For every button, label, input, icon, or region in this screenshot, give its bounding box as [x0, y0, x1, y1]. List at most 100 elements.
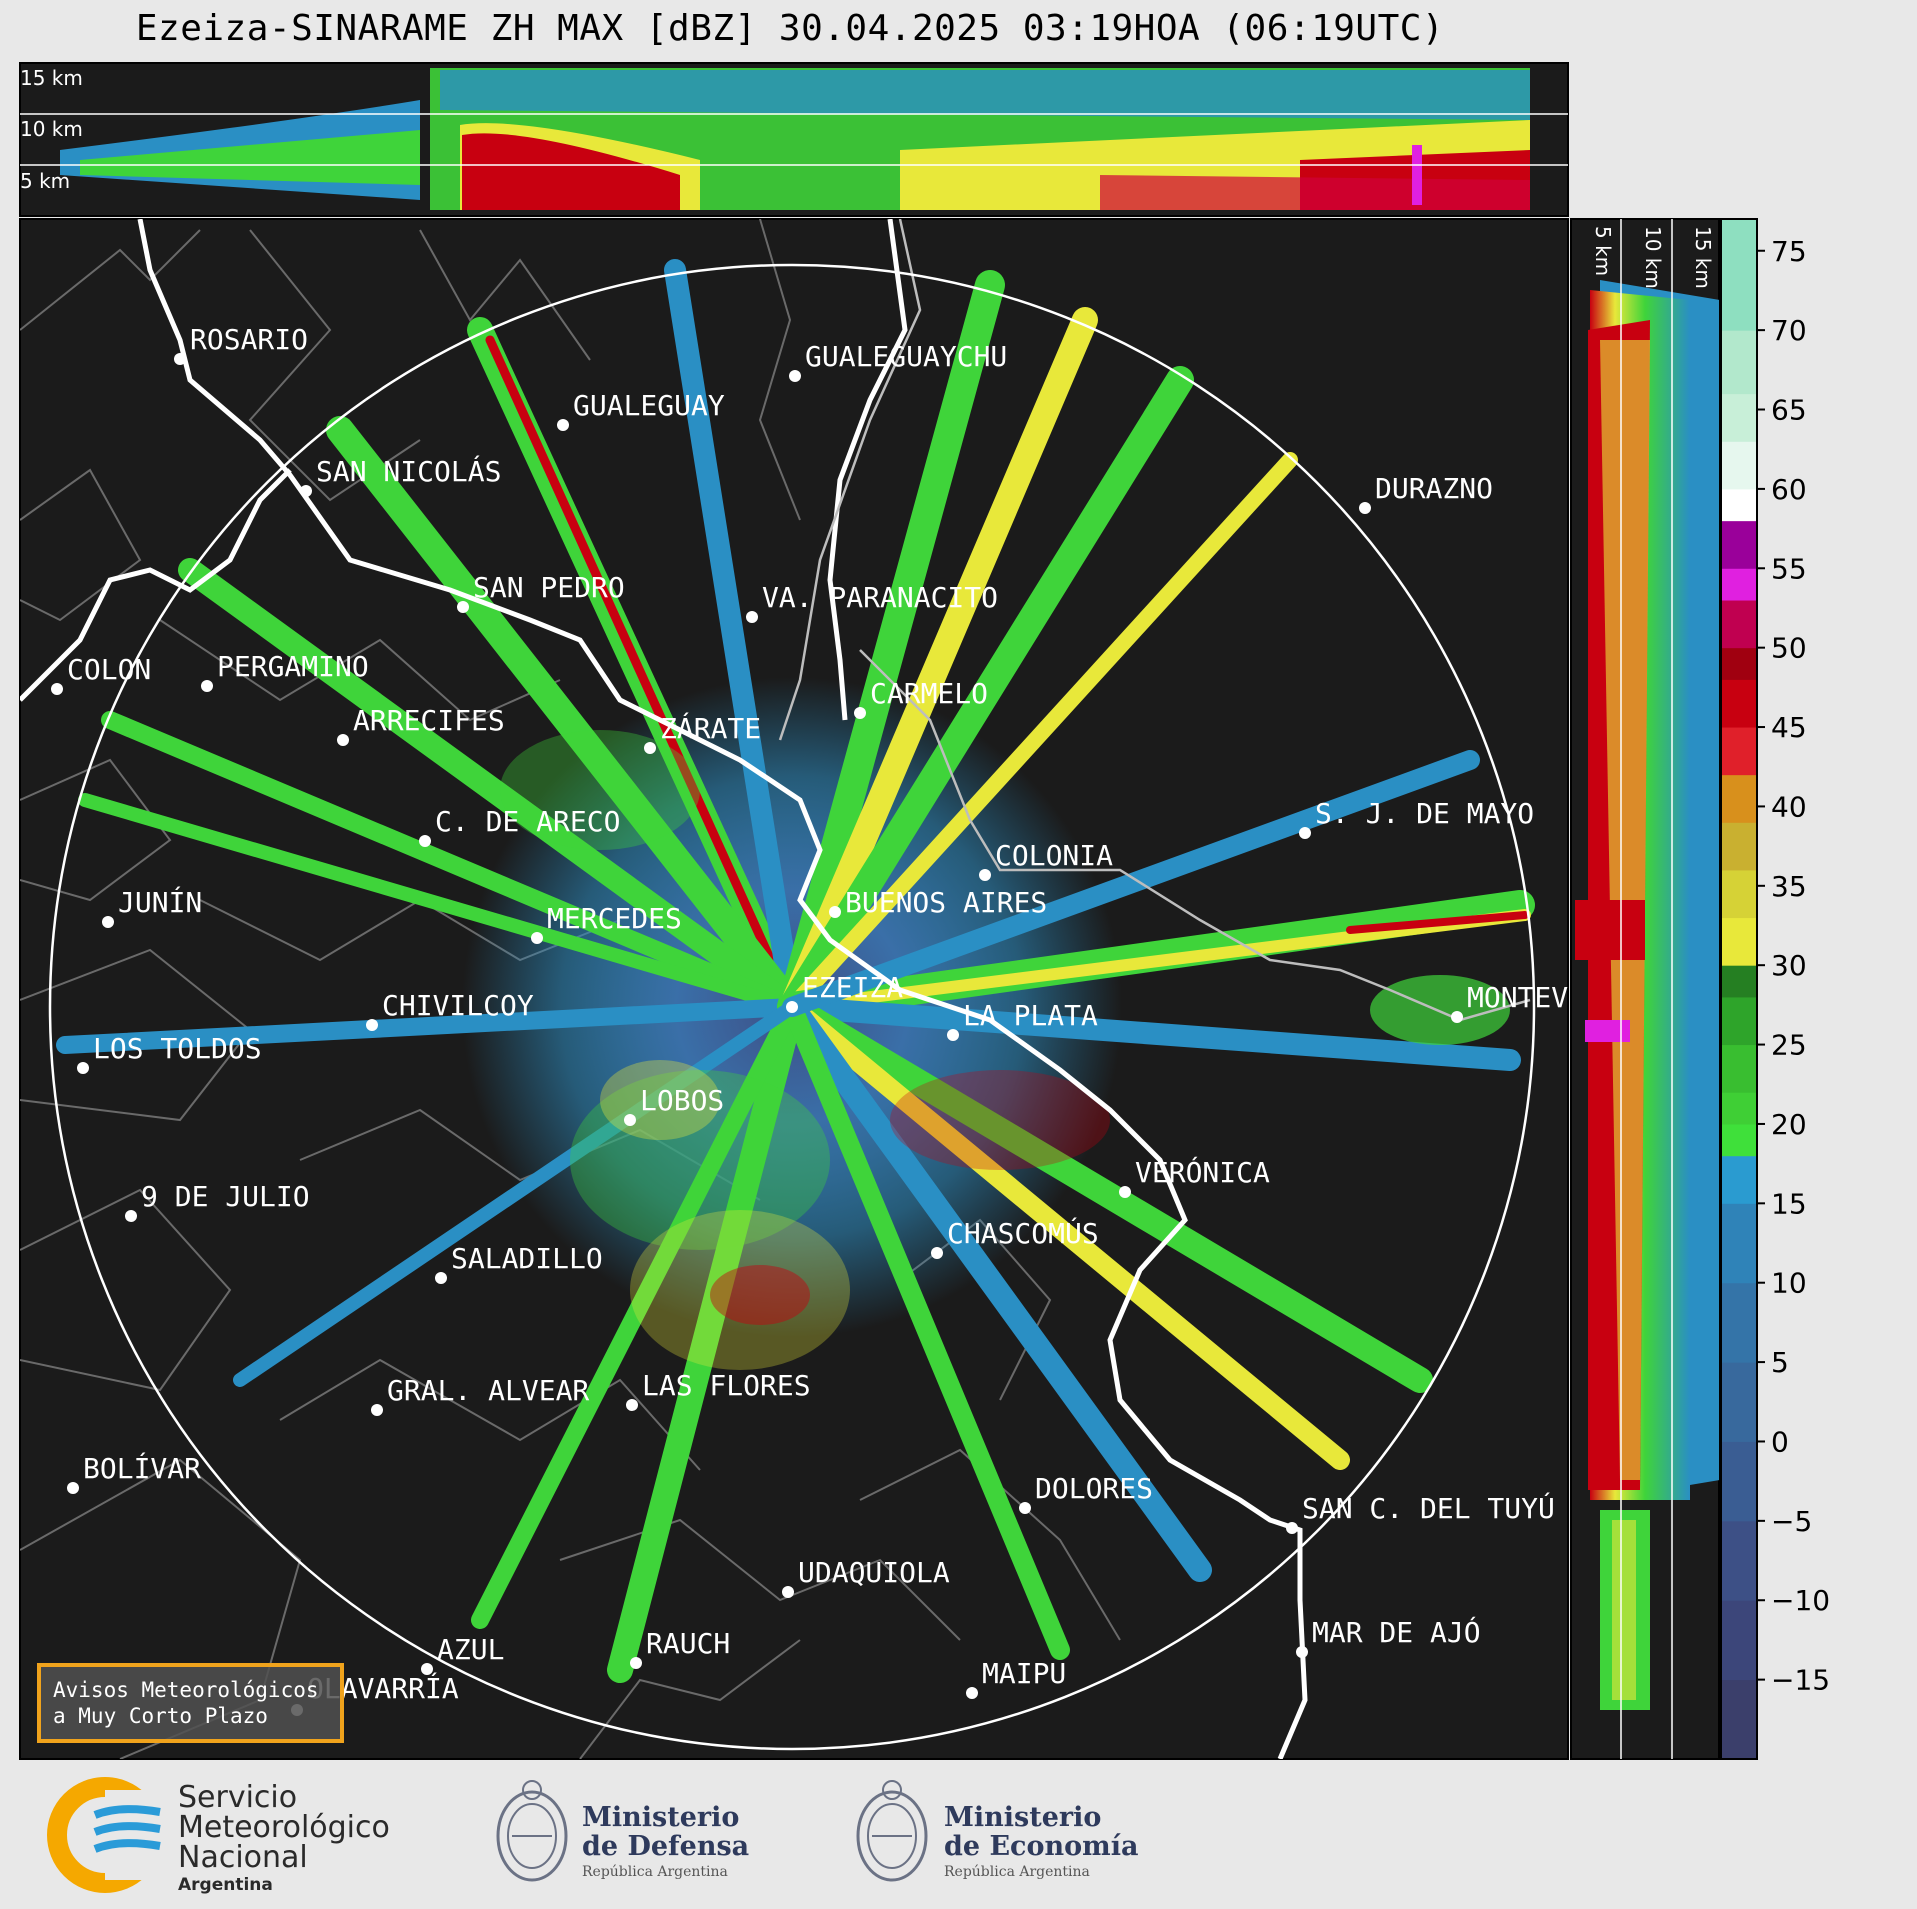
colorbar-tick-label: 65: [1771, 394, 1807, 427]
svg-text:LOBOS: LOBOS: [640, 1084, 724, 1117]
river-lines: [778, 219, 1531, 1022]
side-height-10: 10 km: [1641, 226, 1665, 289]
colorbar-band: [1721, 219, 1757, 331]
svg-text:RAUCH: RAUCH: [646, 1627, 730, 1660]
economia-sub: República Argentina: [944, 1864, 1090, 1880]
top-height-10: 10 km: [20, 117, 83, 141]
city-buenos-aires: BUENOS AIRES: [829, 886, 1047, 919]
colorbar-band: [1721, 727, 1757, 776]
radar-beams: [56, 259, 1535, 1683]
svg-text:PERGAMINO: PERGAMINO: [217, 650, 369, 683]
colorbar-tick-label: 25: [1771, 1029, 1807, 1062]
svg-text:SALADILLO: SALADILLO: [451, 1242, 603, 1275]
city-veronica: VERÓNICA: [1119, 1155, 1270, 1198]
range-ring: [48, 263, 1536, 1751]
economia-logo-text: Ministerio de Economía República Argenti…: [944, 1803, 1138, 1880]
side-height-5: 5 km: [1591, 226, 1615, 276]
city-junin: JUNÍN: [102, 885, 202, 928]
city-udaquiola: UDAQUIOLA: [782, 1556, 950, 1598]
colorbar-band: [1721, 393, 1757, 442]
city-bolivar: BOLÍVAR: [67, 1451, 201, 1494]
svg-text:AZUL: AZUL: [437, 1633, 504, 1666]
colorbar-segments: [1721, 219, 1757, 1760]
city-colon: COLON: [51, 653, 151, 695]
city-lobos: LOBOS: [624, 1084, 724, 1126]
colorbar-band: [1721, 1123, 1757, 1157]
defensa-line-1: Ministerio: [582, 1802, 740, 1833]
colorbar-tick-label: 10: [1771, 1267, 1807, 1300]
city-dolores: DOLORES: [1019, 1472, 1153, 1514]
svg-text:BOLÍVAR: BOLÍVAR: [83, 1451, 201, 1485]
svg-text:MERCEDES: MERCEDES: [547, 902, 682, 935]
colorbar-band: [1721, 1282, 1757, 1363]
top-height-15: 15 km: [20, 66, 83, 90]
svg-text:9 DE JULIO: 9 DE JULIO: [141, 1180, 310, 1213]
svg-text:MAIPU: MAIPU: [982, 1657, 1066, 1690]
city-labels: ROSARIO GUALEGUAYCHU GUALEGUAY SAN NICOL…: [51, 323, 1568, 1716]
city-azul: AZUL: [421, 1633, 504, 1675]
colorbar-band: [1721, 488, 1757, 522]
city-chascomus: CHASCOMÚS: [931, 1216, 1099, 1259]
side-height-15: 15 km: [1691, 226, 1715, 289]
colorbar-band: [1721, 1203, 1757, 1284]
city-zarate: ZÁRATE: [644, 711, 761, 754]
economia-line-1: Ministerio: [944, 1802, 1102, 1833]
city-gral-alvear: GRAL. ALVEAR: [371, 1374, 589, 1416]
colorbar-band: [1721, 330, 1757, 395]
colorbar-band: [1721, 869, 1757, 919]
city-saladillo: SALADILLO: [435, 1242, 603, 1284]
smn-country: Argentina: [178, 1875, 273, 1895]
svg-text:ROSARIO: ROSARIO: [190, 323, 308, 356]
smn-line-3: Nacional: [178, 1840, 308, 1875]
colorbar-tick-label: 55: [1771, 552, 1807, 585]
colorbar-band: [1721, 1441, 1757, 1522]
colorbar-tick-label: 50: [1771, 632, 1807, 665]
svg-text:DURAZNO: DURAZNO: [1375, 472, 1493, 505]
svg-text:GUALEGUAYCHU: GUALEGUAYCHU: [805, 340, 1007, 373]
city-carmelo: CARMELO: [854, 677, 988, 719]
svg-text:MONTEV: MONTEV: [1467, 981, 1568, 1014]
city-las-flores: LAS FLORES: [626, 1369, 811, 1411]
svg-text:UDAQUIOLA: UDAQUIOLA: [798, 1556, 950, 1589]
warning-box[interactable]: Avisos Meteorológicos a Muy Corto Plazo: [37, 1663, 344, 1743]
svg-text:EZEIZA: EZEIZA: [802, 971, 903, 1004]
smn-line-2: Meteorológico: [178, 1810, 390, 1845]
smn-logo-icon: [47, 1777, 165, 1893]
colorbar-band: [1721, 774, 1757, 823]
city-ezeiza: EZEIZA: [786, 971, 903, 1013]
colorbar-tick-label: 35: [1771, 870, 1807, 903]
coastline: [20, 219, 1308, 1759]
city-san-pedro: SAN PEDRO: [457, 571, 625, 613]
svg-text:CHIVILCOY: CHIVILCOY: [382, 989, 534, 1022]
colorbar-band: [1721, 917, 1757, 966]
city-san-c-del-tuyu: SAN C. DEL TUYÚ: [1286, 1491, 1555, 1534]
colorbar-band: [1721, 568, 1757, 601]
city-durazno: DURAZNO: [1359, 472, 1493, 514]
colorbar-tick-label: −15: [1771, 1664, 1830, 1697]
city-c-de-areco: C. DE ARECO: [419, 805, 620, 847]
colorbar-band: [1721, 1155, 1757, 1204]
logo-strip: [47, 1777, 928, 1893]
svg-text:LOS TOLDOS: LOS TOLDOS: [93, 1032, 262, 1065]
svg-text:SAN PEDRO: SAN PEDRO: [473, 571, 625, 604]
city-va-paranacito: VA. PARANACITO: [746, 581, 998, 623]
city-arrecifes: ARRECIFES: [337, 704, 505, 746]
svg-text:SAN NICOLÁS: SAN NICOLÁS: [316, 454, 501, 488]
echo-patches: [500, 730, 1510, 1370]
svg-text:COLONIA: COLONIA: [995, 839, 1113, 872]
svg-text:VERÓNICA: VERÓNICA: [1135, 1155, 1270, 1189]
colorbar-tick-label: 20: [1771, 1108, 1807, 1141]
svg-text:S. J. DE MAYO: S. J. DE MAYO: [1315, 797, 1534, 830]
colorbar-band: [1721, 600, 1757, 649]
colorbar-band: [1721, 965, 1757, 998]
svg-text:ARRECIFES: ARRECIFES: [353, 704, 505, 737]
colorbar-band: [1721, 1362, 1757, 1442]
city-los-toldos: LOS TOLDOS: [77, 1032, 262, 1074]
colorbar-tick-label: 60: [1771, 473, 1807, 506]
colorbar-tick-label: 15: [1771, 1187, 1807, 1220]
defensa-seal-icon: [496, 1780, 568, 1882]
colorbar-tick-label: 45: [1771, 711, 1807, 744]
colorbar-band: [1721, 996, 1757, 1046]
city-san-nicolas: SAN NICOLÁS: [300, 454, 501, 497]
